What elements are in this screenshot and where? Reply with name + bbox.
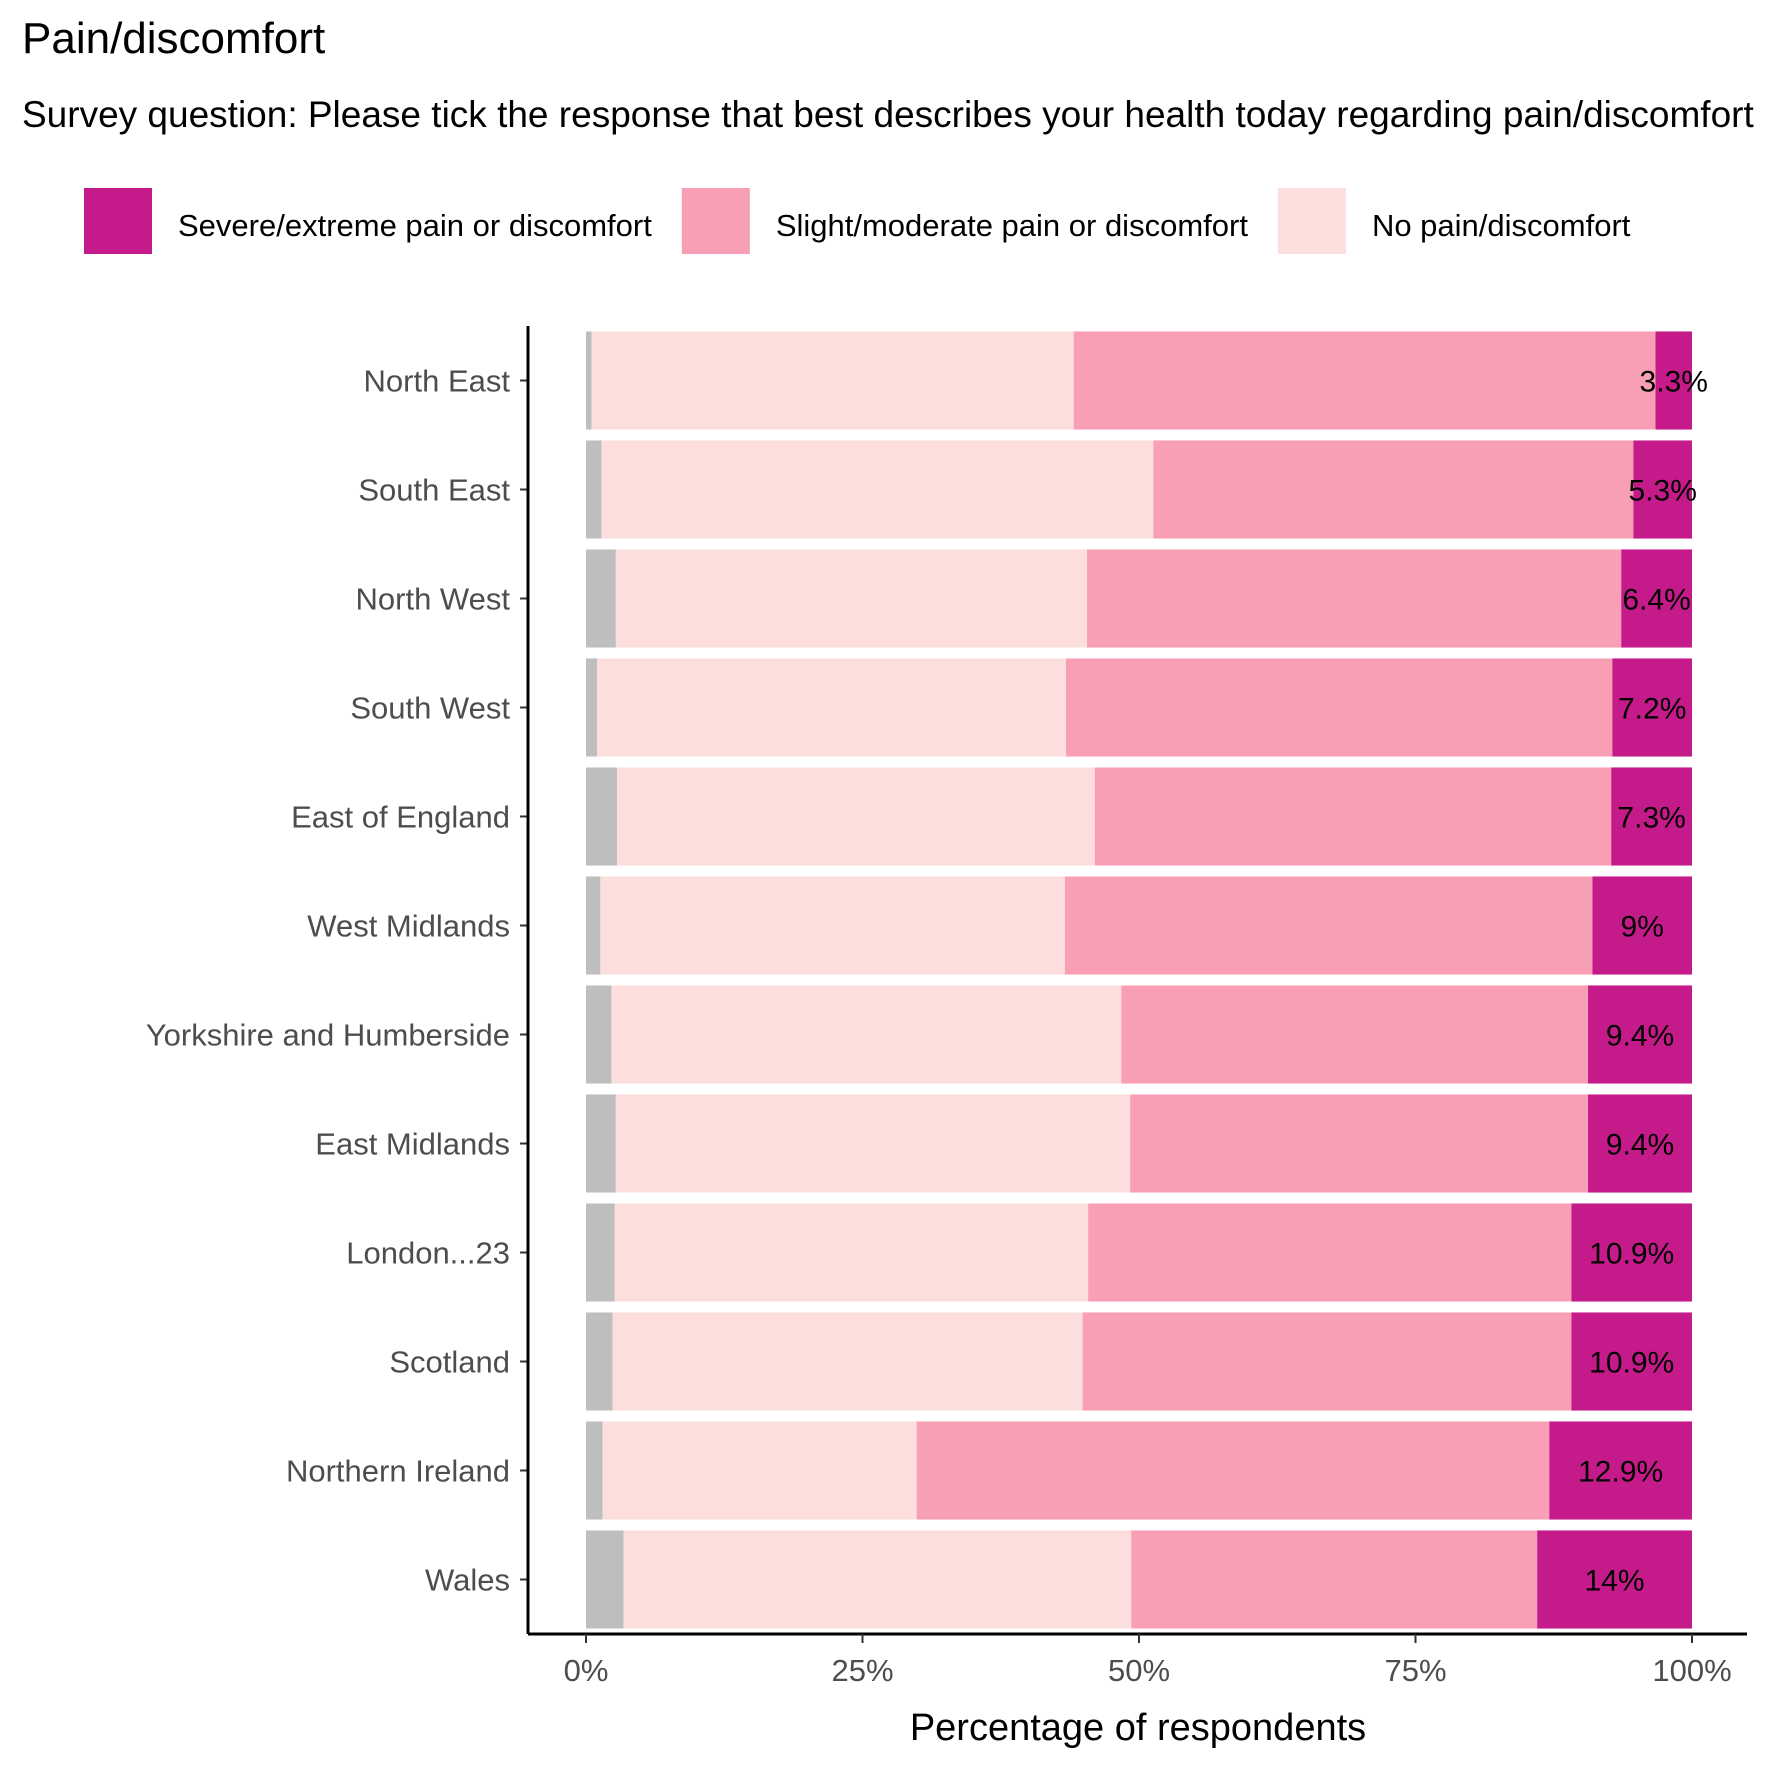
bar-segment-wales-missing [586, 1530, 624, 1629]
bar-segment-west-midlands-slight-moderate-pain-or-discomfort [1064, 876, 1593, 975]
bar-segment-west-midlands-severe-extreme-pain-or-discomfort [1592, 876, 1692, 975]
bar-segment-northern-ireland-severe-extreme-pain-or-discomfort [1549, 1421, 1692, 1520]
y-tick-label-east-midlands: East Midlands [315, 1127, 510, 1162]
y-tick-label-south-west: South West [350, 691, 510, 726]
bars-group: 3.3% 5.3% 6.4% 7.2% 7.3% 9% 9.4% 9.4% 10.9% 10.9%… [586, 331, 1708, 1629]
y-tick-label-west-midlands: West Midlands [307, 909, 510, 944]
bar-segment-london-23-no-pain-discomfort [614, 1203, 1089, 1302]
chart-subtitle: Survey question: Please tick the respons… [22, 94, 1754, 135]
bar-segment-north-west-no-pain-discomfort [615, 549, 1088, 648]
bar-segment-london-23-missing [586, 1203, 615, 1302]
y-tick-label-northern-ireland: Northern Ireland [286, 1454, 510, 1489]
bar-segment-scotland-slight-moderate-pain-or-discomfort [1082, 1312, 1572, 1411]
bar-segment-yorkshire-and-humberside-missing [586, 985, 612, 1084]
bar-segment-london-23-severe-extreme-pain-or-discomfort [1571, 1203, 1692, 1302]
bar-segment-north-west-missing [586, 549, 616, 648]
y-tick-label-yorkshire-and-humberside: Yorkshire and Humberside [146, 1018, 510, 1053]
bar-segment-east-midlands-no-pain-discomfort [615, 1094, 1131, 1193]
bar-segment-west-midlands-missing [586, 876, 601, 975]
bar-segment-northern-ireland-missing [586, 1421, 603, 1520]
bar-segment-yorkshire-and-humberside-slight-moderate-pain-or-discomfort [1121, 985, 1589, 1084]
bar-segment-east-of-england-severe-extreme-pain-or-discomfort [1611, 767, 1692, 866]
y-tick-label-south-east: South East [358, 473, 510, 508]
bar-segment-north-west-severe-extreme-pain-or-discomfort [1621, 549, 1692, 648]
x-tick-label-75: 75% [1384, 1653, 1446, 1688]
bar-segment-scotland-severe-extreme-pain-or-discomfort [1571, 1312, 1692, 1411]
x-tick-label-25: 25% [831, 1653, 893, 1688]
bar-segment-north-east-severe-extreme-pain-or-discomfort [1655, 331, 1692, 430]
bar-segment-yorkshire-and-humberside-no-pain-discomfort [611, 985, 1122, 1084]
legend-label-no-pain-discomfort: No pain/discomfort [1372, 208, 1631, 243]
y-tick-label-wales: Wales [425, 1563, 510, 1598]
bar-segment-south-west-no-pain-discomfort [597, 658, 1067, 757]
bar-segment-london-23-slight-moderate-pain-or-discomfort [1088, 1203, 1572, 1302]
y-tick-label-north-east: North East [364, 364, 511, 399]
chart-legend: Severe/extreme pain or discomfort Slight/… [84, 188, 1631, 254]
y-tick-label-scotland: Scotland [389, 1345, 510, 1380]
axes-group: North East South East North West South West… [146, 326, 1747, 1688]
x-axis-title: Percentage of respondents [910, 1707, 1366, 1749]
bar-segment-south-east-no-pain-discomfort [601, 440, 1154, 539]
data-label-london-23: 10.9% [1589, 1238, 1674, 1271]
bar-segment-east-midlands-slight-moderate-pain-or-discomfort [1130, 1094, 1589, 1193]
bar-segment-south-west-severe-extreme-pain-or-discomfort [1612, 658, 1692, 757]
bar-segment-south-east-severe-extreme-pain-or-discomfort [1633, 440, 1692, 539]
bar-segment-north-east-missing [586, 331, 592, 430]
data-label-east-midlands: 9.4% [1606, 1129, 1674, 1162]
data-label-south-east: 5.3% [1628, 475, 1696, 508]
data-label-east-of-england: 7.3% [1617, 802, 1685, 835]
bar-segment-east-of-england-missing [586, 767, 617, 866]
bar-segment-wales-no-pain-discomfort [623, 1530, 1132, 1629]
legend-key-severe-extreme-pain-or-discomfort [84, 188, 152, 254]
chart-title: Pain/discomfort [22, 14, 326, 63]
y-tick-label-north-west: North West [356, 582, 511, 617]
bar-segment-northern-ireland-slight-moderate-pain-or-discomfort [916, 1421, 1550, 1520]
x-tick-label-0: 0% [564, 1653, 609, 1688]
bar-segment-yorkshire-and-humberside-severe-extreme-pain-or-discomfort [1588, 985, 1692, 1084]
data-label-north-west: 6.4% [1622, 584, 1690, 617]
data-label-scotland: 10.9% [1589, 1347, 1674, 1380]
bar-segment-south-west-slight-moderate-pain-or-discomfort [1066, 658, 1613, 757]
legend-label-slight-moderate-pain-or-discomfort: Slight/moderate pain or discomfort [776, 208, 1249, 243]
data-label-wales: 14% [1585, 1565, 1645, 1598]
data-label-northern-ireland: 12.9% [1578, 1456, 1663, 1489]
y-tick-label-london-23: London...23 [346, 1236, 510, 1271]
bar-segment-east-midlands-severe-extreme-pain-or-discomfort [1588, 1094, 1692, 1193]
bar-segment-scotland-missing [586, 1312, 613, 1411]
legend-key-no-pain-discomfort [1277, 188, 1346, 254]
bar-segment-east-of-england-slight-moderate-pain-or-discomfort [1094, 767, 1612, 866]
legend-key-slight-moderate-pain-or-discomfort [681, 188, 750, 254]
data-label-south-west: 7.2% [1618, 693, 1686, 726]
bar-segment-wales-severe-extreme-pain-or-discomfort [1537, 1530, 1692, 1629]
y-tick-label-east-of-england: East of England [291, 800, 510, 835]
bar-segment-south-east-slight-moderate-pain-or-discomfort [1153, 440, 1634, 539]
bar-segment-east-of-england-no-pain-discomfort [616, 767, 1095, 866]
bar-segment-south-east-missing [586, 440, 602, 539]
bar-segment-west-midlands-no-pain-discomfort [600, 876, 1065, 975]
bar-segment-north-east-no-pain-discomfort [591, 331, 1074, 430]
x-tick-label-50: 50% [1108, 1653, 1170, 1688]
bar-segment-north-east-slight-moderate-pain-or-discomfort [1073, 331, 1656, 430]
bar-segment-wales-slight-moderate-pain-or-discomfort [1131, 1530, 1538, 1629]
data-label-west-midlands: 9% [1621, 911, 1664, 944]
x-tick-label-100: 100% [1652, 1653, 1731, 1688]
bar-segment-north-west-slight-moderate-pain-or-discomfort [1087, 549, 1622, 648]
bar-segment-east-midlands-missing [586, 1094, 616, 1193]
bar-segment-scotland-no-pain-discomfort [612, 1312, 1083, 1411]
legend-label-severe-extreme-pain-or-discomfort: Severe/extreme pain or discomfort [178, 208, 652, 243]
bar-segment-south-west-missing [586, 658, 598, 757]
data-label-yorkshire-and-humberside: 9.4% [1606, 1020, 1674, 1053]
bar-segment-northern-ireland-no-pain-discomfort [602, 1421, 917, 1520]
data-label-north-east: 3.3% [1640, 366, 1708, 399]
